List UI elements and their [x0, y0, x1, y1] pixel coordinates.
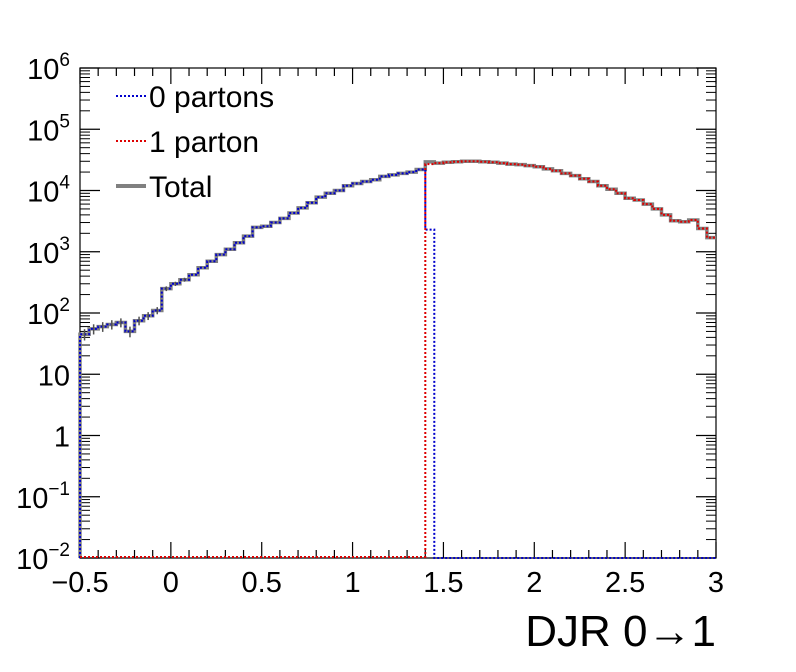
y-tick-label: 106 [27, 50, 70, 86]
y-tick-base: 10 [27, 54, 59, 86]
legend: 0 partons 1 parton Total [116, 81, 274, 204]
y-tick-exponent: 5 [59, 111, 70, 132]
x-tick-label: 2 [526, 567, 542, 599]
legend-label: 0 partons [149, 81, 274, 114]
series-2-line [78, 159, 716, 558]
x-tick-label: 0.5 [242, 567, 282, 599]
x-tick-label: 0 [163, 567, 179, 599]
y-tick-label: 10−1 [16, 479, 70, 515]
y-tick-base: 10 [16, 483, 48, 515]
y-tick-exponent: 6 [59, 50, 70, 71]
series-layer [78, 159, 716, 559]
y-tick-label: 105 [27, 111, 70, 147]
y-tick-exponent: −1 [48, 479, 70, 500]
y-tick-exponent: 3 [59, 234, 70, 255]
x-tick-label: 1 [345, 567, 361, 599]
y-tick-label: 1 [54, 422, 70, 454]
x-axis-title: DJR 0→1 [525, 607, 716, 656]
y-tick-exponent: 4 [59, 173, 70, 194]
y-tick-base: 10 [16, 544, 48, 576]
legend-label: 1 parton [149, 126, 259, 159]
x-tick-label: 2.5 [605, 567, 645, 599]
y-tick-label: 103 [27, 234, 70, 270]
x-tick-label: 1.5 [423, 567, 463, 599]
x-axis-ticks: −0.5 0 0.5 1 1.5 2 2.5 3 [51, 68, 724, 599]
y-tick-base: 10 [38, 360, 70, 392]
y-tick-base: 10 [27, 238, 59, 270]
y-tick-exponent: 2 [59, 295, 70, 316]
y-tick-base: 10 [27, 299, 59, 331]
y-tick-exponent: −2 [48, 540, 70, 561]
x-tick-label: −0.5 [51, 567, 108, 599]
y-tick-base: 10 [27, 115, 59, 147]
y-tick-label: 10−2 [16, 540, 70, 576]
y-tick-label: 10 [38, 360, 70, 392]
y-tick-base: 1 [54, 422, 70, 454]
series-0-line [79, 168, 716, 559]
y-tick-label: 102 [27, 295, 70, 331]
y-tick-base: 10 [27, 177, 59, 209]
y-tick-label: 104 [27, 173, 70, 209]
legend-label: Total [149, 171, 212, 204]
x-tick-label: 3 [708, 567, 724, 599]
